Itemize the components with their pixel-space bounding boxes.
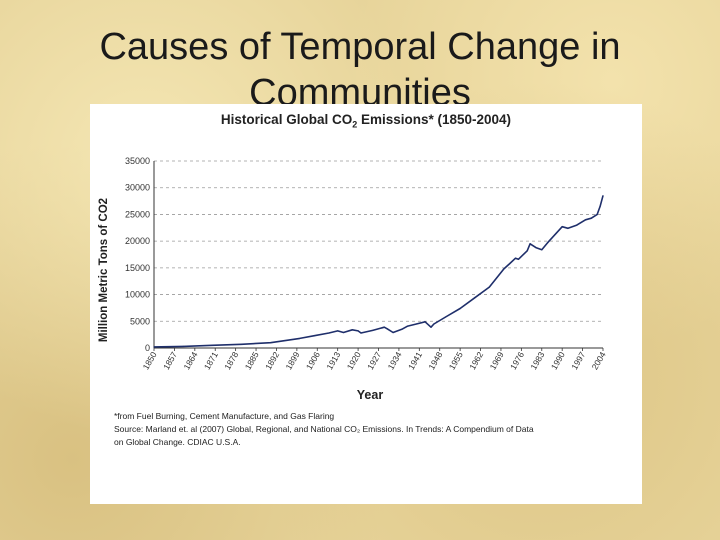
data-point xyxy=(590,217,592,219)
data-point xyxy=(488,286,490,288)
data-point xyxy=(337,330,339,332)
x-tick-label: 1955 xyxy=(447,350,465,372)
y-tick-label: 5000 xyxy=(130,316,150,326)
data-point xyxy=(514,257,517,259)
x-tick-label: 2004 xyxy=(590,350,608,372)
x-tick-label: 1927 xyxy=(365,350,383,372)
x-tick-label: 1990 xyxy=(549,350,567,372)
x-tick-label: 1969 xyxy=(488,350,506,372)
data-point xyxy=(299,337,301,339)
data-point xyxy=(415,323,418,325)
y-tick-label: 35000 xyxy=(125,156,150,166)
data-point xyxy=(430,326,432,328)
chart-title-subscript: 2 xyxy=(352,119,358,130)
x-tick-label: 1941 xyxy=(406,350,424,372)
data-point xyxy=(433,323,435,325)
x-tick-label: 1962 xyxy=(467,350,485,372)
data-point xyxy=(547,242,549,244)
y-tick-label: 20000 xyxy=(125,236,150,246)
source-line-1: Source: Marland et. al (2007) Global, Re… xyxy=(114,424,534,434)
data-point xyxy=(211,344,213,346)
data-point xyxy=(474,297,476,299)
data-point xyxy=(561,226,563,228)
slide-title: Causes of Temporal Change in Communities xyxy=(60,24,660,116)
source-line-2: on Global Change. CDIAC U.S.A. xyxy=(114,437,241,447)
data-point xyxy=(596,213,598,216)
y-tick-label: 25000 xyxy=(125,209,150,219)
y-tick-label: 10000 xyxy=(125,290,150,300)
data-point xyxy=(357,330,359,332)
data-point xyxy=(599,205,601,208)
data-point xyxy=(424,321,426,323)
x-tick-label: 1976 xyxy=(508,350,526,372)
x-tick-label: 1906 xyxy=(304,350,322,372)
slide-title-line-1: Causes of Temporal Change in xyxy=(99,26,621,68)
x-tick-label: 1864 xyxy=(181,350,199,372)
data-point xyxy=(555,232,557,234)
chart-title: Historical Global CO2 Emissions* (1850-2… xyxy=(90,112,642,130)
x-tick-label: 1899 xyxy=(283,350,301,372)
data-point xyxy=(401,328,403,330)
data-point xyxy=(444,316,447,318)
x-tick-label: 1878 xyxy=(222,350,240,372)
data-point xyxy=(270,342,272,344)
data-point xyxy=(541,249,543,251)
x-tick-label: 1934 xyxy=(386,350,404,372)
data-point xyxy=(153,346,155,348)
x-tick-label: 1913 xyxy=(324,350,342,372)
data-point xyxy=(509,262,511,265)
x-tick-label: 1983 xyxy=(528,350,546,372)
x-tick-label: 1892 xyxy=(263,350,281,372)
data-point xyxy=(342,331,345,334)
chart-title-main: Historical Global CO xyxy=(220,112,353,127)
data-point xyxy=(407,325,409,327)
data-point xyxy=(386,328,388,330)
data-point xyxy=(182,345,184,347)
x-tick-label: 1948 xyxy=(426,350,444,372)
data-point xyxy=(576,224,578,226)
data-point xyxy=(328,332,330,334)
data-point xyxy=(392,331,394,334)
y-tick-label: 15000 xyxy=(125,263,150,273)
data-point xyxy=(535,246,537,249)
data-point xyxy=(584,219,587,221)
chart-title-rest: Emissions* (1850-2004) xyxy=(357,112,512,127)
chart-panel: Historical Global CO2 Emissions* (1850-2… xyxy=(90,104,642,504)
y-tick-label: 0 xyxy=(145,343,150,353)
y-tick-label: 30000 xyxy=(125,183,150,193)
footnote: *from Fuel Burning, Cement Manufacture, … xyxy=(114,411,335,421)
data-point xyxy=(240,343,243,345)
x-tick-label: 1850 xyxy=(141,350,159,372)
y-axis-label: Million Metric Tons of CO2 xyxy=(98,197,110,343)
data-point xyxy=(383,326,385,328)
x-tick-label: 1920 xyxy=(345,350,363,372)
data-point xyxy=(459,307,461,310)
data-point xyxy=(372,329,374,331)
data-point xyxy=(567,227,569,229)
data-point xyxy=(351,329,353,331)
data-point xyxy=(517,258,520,260)
data-point xyxy=(529,243,531,245)
data-point xyxy=(313,335,315,337)
data-point xyxy=(503,268,505,270)
data-point xyxy=(602,195,604,197)
x-axis-label: Year xyxy=(356,388,384,402)
x-tick-label: 1871 xyxy=(202,350,220,372)
x-tick-label: 1997 xyxy=(569,350,587,372)
data-point xyxy=(360,332,362,334)
series-line xyxy=(153,195,604,348)
data-point xyxy=(526,250,528,252)
x-tick-label: 1885 xyxy=(243,350,261,372)
chart-notes: *from Fuel Burning, Cement Manufacture, … xyxy=(114,410,634,449)
x-tick-label: 1857 xyxy=(161,350,179,372)
